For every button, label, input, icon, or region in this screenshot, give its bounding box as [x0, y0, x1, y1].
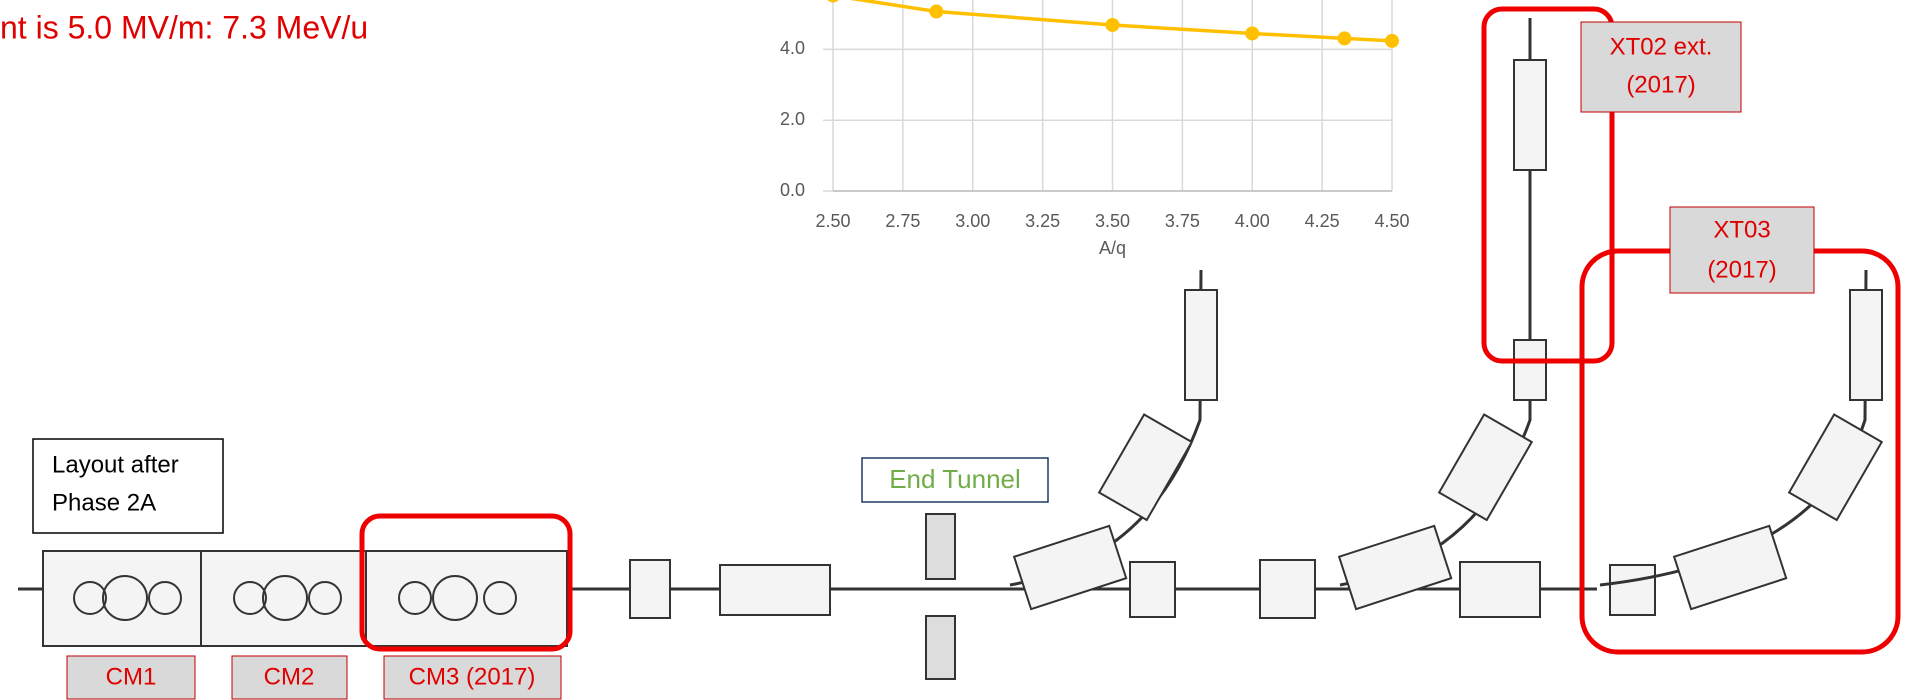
- label-box: [231, 655, 348, 700]
- cm-label: CM2: [264, 663, 315, 690]
- x-tick-label: 3.75: [1165, 211, 1200, 231]
- x-tick-label: 3.50: [1095, 211, 1130, 231]
- end-tunnel-label: End Tunnel: [889, 464, 1021, 494]
- label-box: [1669, 206, 1815, 294]
- xt-label: (2017): [1626, 71, 1695, 98]
- x-tick-label: 4.25: [1305, 211, 1340, 231]
- label-box: [66, 655, 196, 700]
- data-point: [1385, 33, 1399, 48]
- x-tick-label: 3.00: [955, 211, 990, 231]
- note-box: [32, 438, 224, 534]
- layout-note: Layout after: [52, 451, 179, 478]
- layout-note: Phase 2A: [52, 489, 156, 516]
- beamline: [18, 18, 1884, 680]
- label-box: [383, 655, 562, 700]
- x-tick-label: 4.00: [1235, 211, 1270, 231]
- data-point: [827, 0, 839, 3]
- header-text: nt is 5.0 MV/m: 7.3 MeV/u: [0, 9, 368, 45]
- x-tick-label: 4.50: [1374, 211, 1409, 231]
- highlight-box: [359, 513, 573, 652]
- data-point: [1337, 31, 1352, 46]
- data-point: [929, 4, 944, 19]
- xt-label: (2017): [1707, 256, 1776, 283]
- x-tick-label: 3.25: [1025, 211, 1060, 231]
- label-box: [1580, 21, 1742, 113]
- data-point: [1105, 17, 1120, 32]
- y-tick-label: 2.0: [780, 109, 805, 129]
- chart: 0.0 2.0 4.0 2.50 2.75 3.00 3.25 3.50 3.75 4.00 4.2…: [780, 0, 1410, 258]
- series-line: [850, 0, 1393, 43]
- x-tick-label: 2.50: [815, 211, 850, 231]
- y-tick-label: 4.0: [780, 38, 805, 58]
- end-tunnel-box: [861, 457, 1049, 503]
- data-point: [1245, 26, 1260, 41]
- highlight-box: [1481, 6, 1615, 364]
- y-tick-label: 0.0: [780, 180, 805, 200]
- cm-label: CM3 (2017): [409, 663, 536, 690]
- x-axis-title: A/q: [1099, 238, 1126, 258]
- x-tick-label: 2.75: [885, 211, 920, 231]
- xt-label: XT02 ext.: [1610, 33, 1713, 60]
- xt-label: XT03: [1713, 216, 1770, 243]
- cm-label: CM1: [106, 663, 157, 690]
